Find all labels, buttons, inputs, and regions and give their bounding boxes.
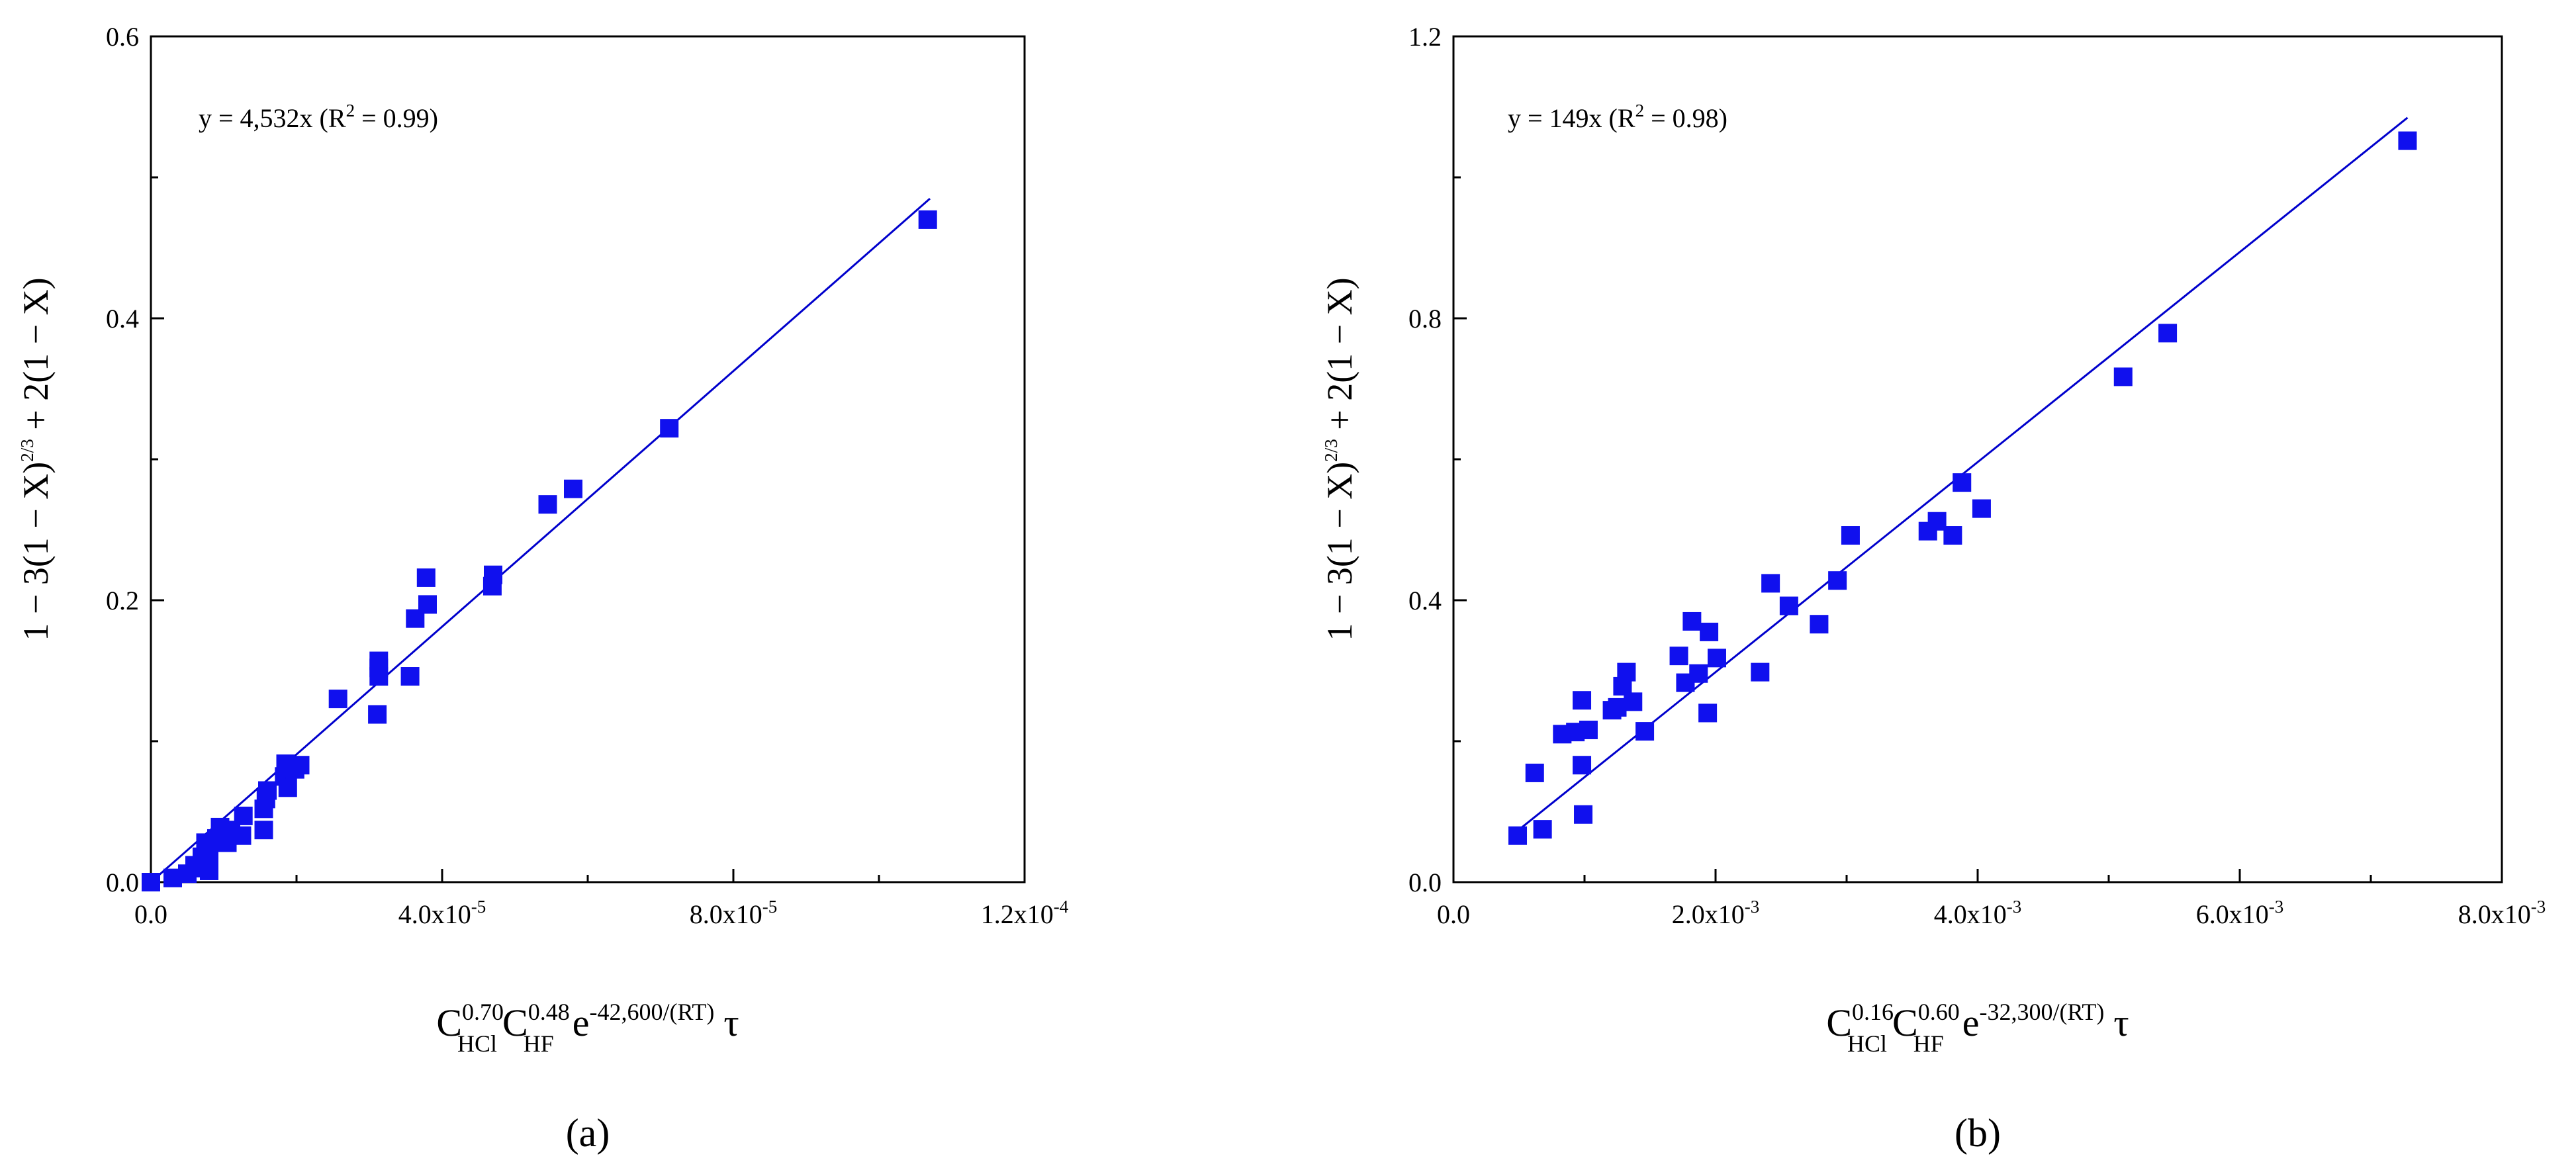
chart-a-panel-label: (a) bbox=[566, 1111, 610, 1155]
y-tick-label: 0.0 bbox=[1408, 868, 1442, 897]
data-point bbox=[1943, 526, 1962, 545]
data-point bbox=[1828, 571, 1847, 590]
y-tick-label: 0.2 bbox=[106, 586, 139, 615]
data-point bbox=[1682, 611, 1702, 631]
data-point bbox=[1669, 647, 1688, 666]
data-point bbox=[1927, 512, 1947, 531]
x-tick-label: 6.0x10-3 bbox=[2196, 897, 2284, 929]
chart-b: 0.0 0.4 0.8 1.2 0.0 2.0x10-3 4.0x10-3 6.0x10-3… bbox=[1320, 22, 2546, 1155]
data-point bbox=[232, 826, 252, 845]
data-point bbox=[2113, 367, 2133, 386]
data-point bbox=[1573, 756, 1592, 775]
data-point bbox=[328, 690, 347, 709]
data-point bbox=[1751, 662, 1770, 682]
data-point bbox=[278, 778, 297, 797]
y-tick-label: 0.4 bbox=[106, 304, 139, 334]
data-point bbox=[564, 479, 582, 498]
data-point bbox=[1707, 649, 1726, 668]
data-point bbox=[1779, 596, 1798, 615]
y-tick-label: 1.2 bbox=[1408, 22, 1442, 52]
data-point bbox=[1700, 622, 1719, 641]
data-point bbox=[1617, 662, 1636, 682]
data-point bbox=[291, 756, 310, 775]
x-tick-label: 0.0 bbox=[1437, 899, 1470, 929]
data-point bbox=[484, 565, 502, 584]
data-point bbox=[1689, 664, 1708, 683]
data-point bbox=[2158, 324, 2178, 343]
data-point bbox=[1972, 499, 1991, 518]
x-tick-label: 4.0x10-3 bbox=[1934, 897, 2022, 929]
x-tick-label: 8.0x10-3 bbox=[2458, 897, 2546, 929]
data-point bbox=[1698, 703, 1718, 723]
chart-a-x-tick-labels: 0.0 4.0x10-5 8.0x10-5 1.2x10-4 bbox=[134, 897, 1069, 929]
x-tick-label: 4.0x10-5 bbox=[398, 897, 486, 929]
data-point bbox=[368, 705, 387, 724]
chart-b-tick-marks bbox=[1452, 35, 2503, 883]
x-tick-label: 8.0x10-5 bbox=[690, 897, 778, 929]
data-point bbox=[1525, 763, 1544, 782]
chart-b-panel-label: (b) bbox=[1955, 1111, 2001, 1155]
data-point bbox=[416, 568, 436, 587]
chart-a-plot-frame bbox=[150, 35, 1026, 883]
chart-b-data-points bbox=[1508, 131, 2417, 845]
chart-a-y-axis-label: 1 − 3(1 − X)2/3 + 2(1 − X) bbox=[16, 277, 56, 641]
y-tick-label: 0.4 bbox=[1408, 586, 1442, 615]
data-point bbox=[1635, 722, 1655, 741]
x-tick-label: 2.0x10-3 bbox=[1672, 897, 1760, 929]
data-point bbox=[254, 821, 273, 840]
data-point bbox=[1953, 473, 1972, 492]
chart-b-y-tick-labels: 0.0 0.4 0.8 1.2 bbox=[1408, 22, 1442, 897]
chart-a: 0.0 0.2 0.4 0.6 0.0 4.0x10-5 8.0x10-5 1.2x10-4… bbox=[16, 22, 1069, 1155]
x-tick-label: 0.0 bbox=[134, 899, 167, 929]
data-point bbox=[1624, 692, 1643, 711]
chart-b-y-axis-label: 1 − 3(1 − X)2/3 + 2(1 − X) bbox=[1320, 277, 1359, 641]
data-point bbox=[1761, 574, 1780, 593]
data-point bbox=[1533, 820, 1552, 839]
chart-a-y-tick-labels: 0.0 0.2 0.4 0.6 bbox=[106, 22, 139, 897]
data-point bbox=[538, 495, 557, 514]
chart-a-data-points bbox=[142, 210, 937, 891]
data-point bbox=[1573, 691, 1592, 710]
data-point bbox=[2398, 131, 2417, 150]
chart-a-equation: y = 4,532x (R2 = 0.99) bbox=[199, 101, 438, 133]
chart-b-equation: y = 149x (R2 = 0.98) bbox=[1508, 101, 1727, 133]
chart-b-x-tick-labels: 0.0 2.0x10-3 4.0x10-3 6.0x10-3 8.0x10-3 bbox=[1437, 897, 2546, 929]
y-tick-label: 0.8 bbox=[1408, 304, 1442, 334]
data-point bbox=[1810, 615, 1829, 634]
data-point bbox=[1608, 698, 1627, 717]
data-point bbox=[418, 595, 437, 614]
data-point bbox=[918, 210, 937, 229]
data-point bbox=[400, 667, 420, 686]
chart-a-x-axis-label: C0.70 HCl C0.48 HF e-42,600/(RT) τ bbox=[436, 999, 739, 1057]
data-point bbox=[369, 651, 389, 670]
data-point bbox=[1841, 526, 1860, 545]
data-point bbox=[660, 419, 679, 438]
data-point bbox=[142, 873, 160, 891]
data-point bbox=[1574, 805, 1593, 824]
data-point bbox=[258, 781, 277, 800]
y-tick-label: 0.0 bbox=[106, 868, 139, 897]
data-point bbox=[234, 806, 253, 825]
x-tick-label: 1.2x10-4 bbox=[981, 897, 1069, 929]
y-tick-label: 0.6 bbox=[106, 22, 139, 52]
data-point bbox=[1579, 720, 1598, 739]
data-point bbox=[1508, 826, 1528, 845]
chart-b-x-axis-label: C0.16 HCl C0.60 HF e-32,300/(RT) τ bbox=[1826, 999, 2129, 1057]
